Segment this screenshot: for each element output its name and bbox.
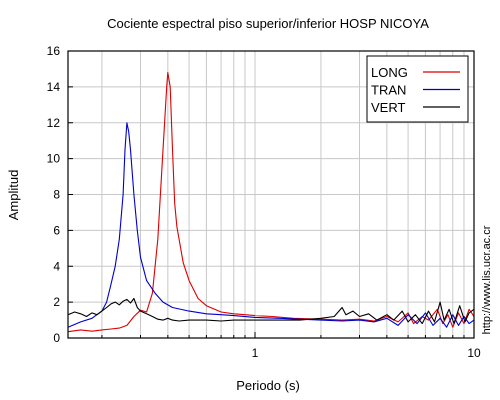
legend-items: LONG TRAN VERT: [371, 65, 460, 115]
legend-label-tran: TRAN: [371, 83, 406, 98]
y-tick-label: 10: [47, 152, 61, 166]
series-line-long: [67, 71, 475, 333]
y-tick-label: 4: [53, 259, 60, 273]
series-line-vert: [67, 297, 475, 325]
chart-title: Cociente espectral piso superior/inferio…: [107, 16, 429, 31]
y-tick-label: 14: [47, 80, 61, 94]
legend-label-long: LONG: [371, 65, 408, 80]
y-tick-label: 2: [53, 295, 60, 309]
axis-ticks: 0 2 4 6 8 10 12 14 16 1 10: [47, 44, 481, 360]
x-axis-label: Periodo (s): [236, 378, 300, 393]
legend: LONG TRAN VERT: [366, 55, 469, 123]
legend-label-vert: VERT: [371, 100, 405, 115]
y-axis-label: Amplitud: [6, 170, 21, 221]
series-line-tran: [67, 122, 475, 328]
y-tick-label: 12: [47, 116, 61, 130]
x-tick-label: 10: [467, 346, 481, 360]
y-tick-label: 6: [53, 223, 60, 237]
side-note: http://www.lis.ucr.ac.cr: [481, 225, 493, 334]
y-tick-label: 16: [47, 44, 61, 58]
y-tick-label: 8: [53, 188, 60, 202]
y-tick-label: 0: [53, 331, 60, 345]
x-tick-label: 1: [252, 346, 259, 360]
series-layer: [67, 71, 475, 333]
